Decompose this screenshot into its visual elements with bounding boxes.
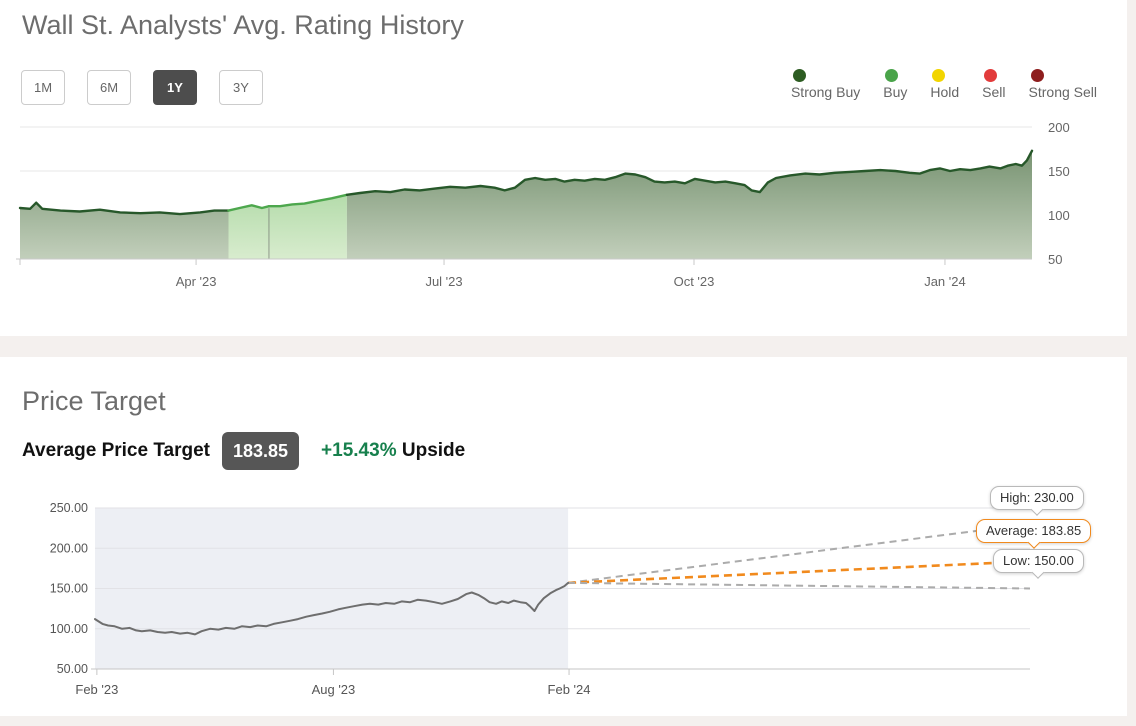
period-button-3y[interactable]: 3Y [219, 70, 263, 105]
legend-label: Buy [883, 84, 908, 100]
average-price-target-value-badge: 183.85 [221, 432, 300, 470]
period-button-6m[interactable]: 6M [87, 70, 131, 105]
svg-text:100: 100 [1048, 208, 1070, 223]
legend-item-hold: Hold [930, 69, 959, 100]
rating-legend: Strong Buy Buy Hold Sell Strong Sell [791, 69, 1097, 100]
page-bottom-strip [0, 716, 1127, 726]
legend-item-strong-sell: Strong Sell [1029, 69, 1097, 100]
buy-dot-icon [885, 69, 899, 82]
legend-label: Sell [982, 84, 1006, 100]
svg-text:150: 150 [1048, 164, 1070, 179]
rating-history-chart[interactable]: 200 150 100 50 Apr '23 Jul '23 Oct '23 Jan '24 [0, 115, 1136, 300]
svg-text:150.00: 150.00 [50, 582, 88, 596]
strong-buy-dot-icon [792, 69, 806, 82]
legend-item-strong-buy: Strong Buy [791, 69, 860, 100]
legend-label: Hold [930, 84, 960, 100]
legend-label: Strong Buy [790, 84, 861, 100]
svg-text:Oct '23: Oct '23 [674, 274, 715, 289]
legend-item-sell: Sell [982, 69, 1006, 100]
hold-dot-icon [932, 69, 946, 82]
svg-text:50: 50 [1048, 252, 1062, 267]
svg-text:50.00: 50.00 [57, 662, 88, 676]
period-button-1m[interactable]: 1M [21, 70, 65, 105]
svg-text:Feb '23: Feb '23 [75, 682, 118, 697]
upside-label: Upside [401, 440, 466, 461]
price-target-chart[interactable]: 250.00 200.00 150.00 100.00 50.00 Feb '23 Aug … [0, 480, 1136, 720]
sell-dot-icon [984, 69, 998, 82]
page-edge-strip [1127, 0, 1136, 726]
period-selector: 1M 6M 1Y 3Y [21, 70, 263, 105]
average-price-target-row: Average Price Target 183.85 +15.43% Upsi… [22, 432, 465, 470]
svg-text:Jul '23: Jul '23 [425, 274, 462, 289]
svg-text:Apr '23: Apr '23 [176, 274, 217, 289]
price-target-title: Price Target [22, 386, 166, 416]
average-target-callout: Average: 183.85 [976, 519, 1092, 543]
strong-sell-dot-icon [1030, 69, 1044, 82]
rating-history-title: Wall St. Analysts' Avg. Rating History [22, 10, 464, 40]
low-target-callout: Low: 150.00 [993, 549, 1084, 573]
period-button-1y[interactable]: 1Y [153, 70, 197, 105]
upside-percent: +15.43% [321, 440, 397, 461]
svg-text:Aug '23: Aug '23 [312, 682, 356, 697]
svg-text:200: 200 [1048, 120, 1070, 135]
svg-text:200.00: 200.00 [50, 541, 88, 555]
upside-text: +15.43% Upside [321, 440, 465, 462]
svg-text:100.00: 100.00 [50, 622, 88, 636]
section-divider [0, 336, 1128, 357]
legend-item-buy: Buy [883, 69, 907, 100]
svg-text:Jan '24: Jan '24 [924, 274, 966, 289]
svg-text:Feb '24: Feb '24 [548, 682, 591, 697]
legend-label: Strong Sell [1028, 84, 1097, 100]
average-price-target-label: Average Price Target [22, 440, 210, 461]
high-target-callout: High: 230.00 [990, 486, 1084, 510]
svg-text:250.00: 250.00 [50, 501, 88, 515]
